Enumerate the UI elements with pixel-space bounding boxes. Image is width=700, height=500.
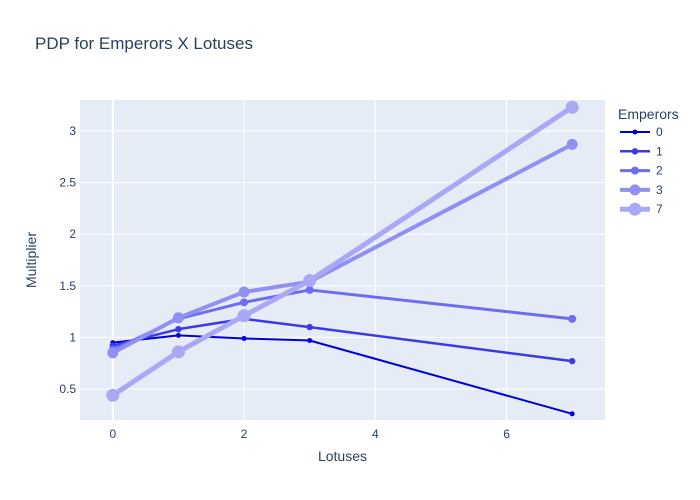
series-7 [106,100,579,402]
data-point[interactable] [106,388,120,402]
data-point[interactable] [569,411,575,417]
data-point[interactable] [241,335,247,341]
chart-title: PDP for Emperors X Lotuses [35,34,253,53]
data-point[interactable] [171,345,185,359]
legend-marker [631,166,639,175]
series-0 [110,332,575,417]
legend-item-7[interactable]: 7 [620,202,663,216]
legend-marker [629,184,641,196]
y-tick-label: 3 [69,124,76,138]
data-point[interactable] [172,312,184,324]
data-point[interactable] [565,100,579,114]
legend-label: 7 [656,202,663,216]
legend-marker [628,202,642,216]
legend-marker [631,148,639,155]
legend-label: 0 [656,125,663,139]
y-tick-label: 0.5 [59,382,76,396]
data-point[interactable] [568,357,576,365]
legend-item-3[interactable]: 3 [620,183,663,197]
legend-title: Emperors [618,106,679,122]
data-point[interactable] [566,138,578,150]
y-tick-label: 1.5 [59,279,76,293]
data-point[interactable] [238,286,250,298]
data-point[interactable] [305,285,314,294]
data-point[interactable] [306,323,313,331]
legend-label: 2 [656,164,663,178]
data-point[interactable] [307,338,313,344]
data-point[interactable] [568,314,577,323]
legend-marker [632,129,638,135]
legend-label: 3 [656,183,663,197]
data-point[interactable] [175,332,181,338]
y-tick-label: 2 [69,227,76,241]
data-point[interactable] [303,274,317,288]
legend-label: 1 [656,144,663,158]
x-axis-title: Lotuses [318,448,367,464]
legend-item-0[interactable]: 0 [620,125,663,139]
x-tick-label: 0 [109,427,116,441]
legend-item-1[interactable]: 1 [620,144,663,158]
y-tick-label: 1 [69,330,76,344]
data-point[interactable] [107,347,119,359]
data-point[interactable] [237,309,251,323]
data-point[interactable] [240,298,249,307]
legend-item-2[interactable]: 2 [620,164,663,178]
data-point[interactable] [175,325,182,333]
y-tick-label: 2.5 [59,176,76,190]
x-tick-label: 4 [372,427,379,441]
y-axis-title: Multiplier [23,232,39,288]
x-tick-label: 2 [241,427,248,441]
x-tick-label: 6 [503,427,510,441]
